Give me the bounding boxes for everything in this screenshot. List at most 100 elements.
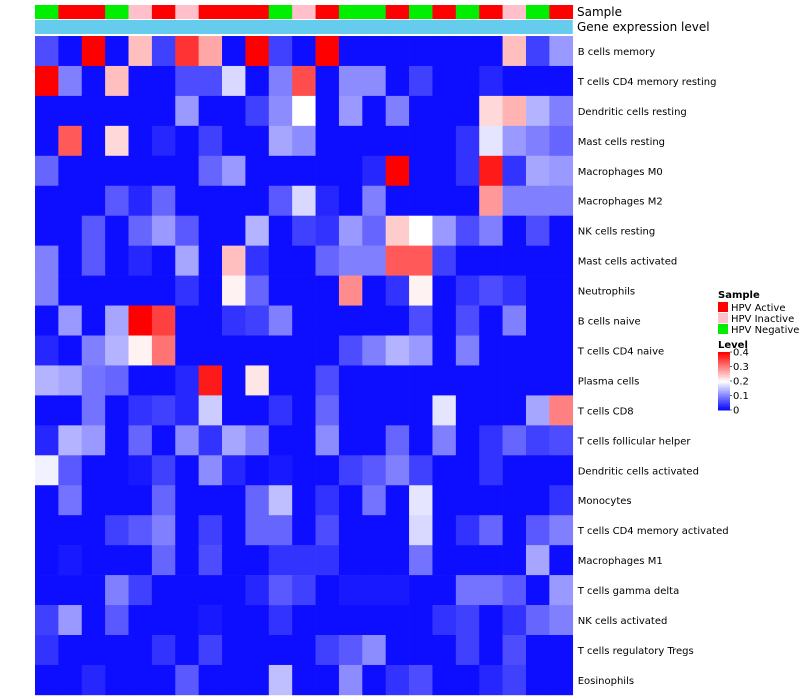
heatmap-cell [479, 275, 503, 306]
colorbar-segment [718, 353, 730, 356]
row-label-monocytes: Monocytes [578, 496, 632, 507]
heatmap-cell [385, 335, 410, 366]
heatmap-cell [502, 575, 527, 606]
heatmap-cell [455, 36, 480, 67]
heatmap-cell [268, 485, 293, 516]
legend-swatch-hpv-inactive [718, 313, 728, 323]
heatmap-cell [549, 664, 574, 696]
colorbar-tick-label: 0 [733, 406, 739, 417]
heatmap-cell [362, 95, 386, 127]
heatmap-cell [362, 185, 386, 216]
heatmap-cell [292, 605, 316, 636]
heatmap-cell [315, 395, 340, 426]
heatmap-cell [362, 365, 386, 396]
sample-annotation-cell [479, 5, 503, 19]
heatmap-cell [175, 425, 199, 456]
heatmap-cell [222, 185, 246, 216]
heatmap-cell [151, 515, 176, 546]
heatmap-cell [432, 635, 457, 666]
colorbar-segment [718, 369, 730, 372]
heatmap-cell [35, 365, 59, 396]
heatmap-cell [338, 65, 363, 97]
heatmap-cell [151, 245, 176, 276]
heatmap-cell [525, 515, 550, 546]
heatmap-cell [292, 664, 316, 696]
colorbar-tick-label: 0.2 [733, 377, 749, 388]
heatmap-cell [292, 395, 316, 426]
heatmap-cell [268, 545, 293, 576]
heatmap-cell [222, 455, 246, 486]
heatmap-cell [409, 605, 433, 636]
colorbar-segment [718, 401, 730, 404]
sample-annotation-cell [362, 5, 386, 19]
heatmap-cell [362, 305, 386, 336]
heatmap-cell [549, 605, 574, 636]
heatmap-cell [432, 605, 457, 636]
heatmap-cell [385, 125, 410, 157]
heatmap-cell [315, 65, 340, 97]
heatmap-cell [105, 545, 129, 576]
sample-annotation-cell [292, 5, 316, 19]
heatmap-cell [525, 95, 550, 127]
colorbar-segment [718, 359, 730, 362]
heatmap-cell [549, 215, 574, 246]
heatmap-cell [455, 455, 480, 486]
colorbar-tick-label: 0.4 [733, 348, 749, 359]
heatmap-cell [338, 425, 363, 456]
heatmap-cell [525, 545, 550, 576]
sample-annotation-cell [198, 5, 223, 19]
heatmap-cell [362, 635, 386, 666]
heatmap-cell [268, 575, 293, 606]
heatmap-cell [35, 36, 59, 67]
colorbar-segment [718, 404, 730, 407]
heatmap-cell [525, 425, 550, 456]
heatmap-cell [362, 36, 386, 67]
heatmap-cell [128, 65, 153, 97]
level-legend: Level 0.4 0.3 0.2 0.1 0 [718, 340, 749, 417]
colorbar-segment [718, 405, 730, 408]
heatmap-cell [479, 365, 503, 396]
heatmap-cell [105, 36, 129, 67]
heatmap-cell [175, 485, 199, 516]
heatmap-cell [525, 155, 550, 187]
heatmap-cell [338, 545, 363, 576]
colorbar-segment [718, 373, 730, 376]
heatmap-cell [549, 455, 574, 486]
heatmap-cell [35, 635, 59, 666]
heatmap-cell [479, 305, 503, 336]
colorbar-segment [718, 388, 730, 391]
heatmap-cell [175, 515, 199, 546]
colorbar-segment [718, 372, 730, 375]
heatmap-cell [292, 215, 316, 246]
heatmap-cell [385, 365, 410, 396]
heatmap-cell [151, 485, 176, 516]
heatmap-cell [128, 575, 153, 606]
heatmap-cell [362, 664, 386, 696]
heatmap-cell [151, 185, 176, 216]
heatmap-cell [175, 455, 199, 486]
heatmap-cell [315, 36, 340, 67]
heatmap-cell [245, 275, 270, 306]
heatmap-cell [151, 425, 176, 456]
heatmap-cell [222, 65, 246, 97]
heatmap-cell [105, 664, 129, 696]
sample-annotation-cell [549, 5, 574, 19]
heatmap-cell [58, 305, 83, 336]
heatmap-cell [128, 215, 153, 246]
heatmap-cell [385, 485, 410, 516]
heatmap-cell [58, 635, 83, 666]
heatmap-cell [58, 545, 83, 576]
heatmap-cell [81, 575, 106, 606]
heatmap-cell [151, 335, 176, 366]
heatmap-cell [315, 155, 340, 187]
heatmap-cell [432, 275, 457, 306]
heatmap-cell [315, 185, 340, 216]
heatmap-cell [385, 455, 410, 486]
sample-legend-title: Sample [718, 290, 760, 301]
heatmap-cell [479, 425, 503, 456]
heatmap-cell [151, 65, 176, 97]
heatmap-cell [222, 635, 246, 666]
heatmap-cell [58, 485, 83, 516]
heatmap-cell [35, 664, 59, 696]
heatmap-cell [128, 335, 153, 366]
